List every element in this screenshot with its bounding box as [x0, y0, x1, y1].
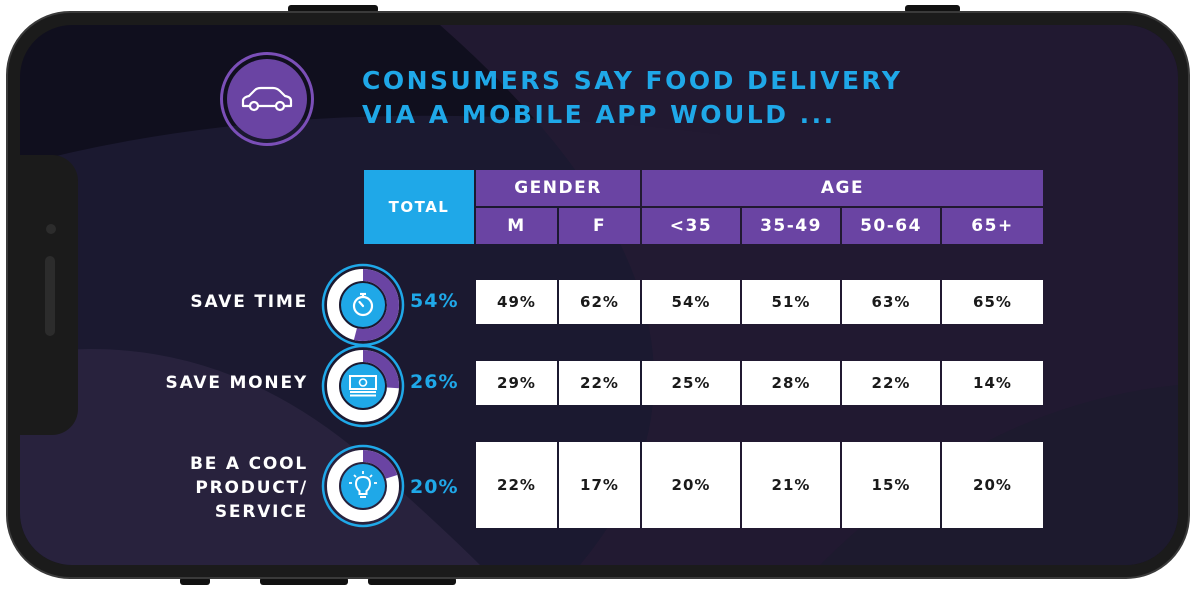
car-icon — [241, 86, 293, 112]
donut-arc-cool-product — [327, 450, 399, 522]
camera-dot — [46, 224, 56, 234]
cell-save-time-m: 49% — [476, 280, 557, 324]
column-header-35-49: 35-49 — [742, 208, 840, 244]
cell-cool-product-m: 22% — [476, 442, 557, 528]
row-label-cool-product-line-3: SERVICE — [214, 502, 308, 522]
cell-save-money-m: 29% — [476, 361, 557, 405]
phone-top-button-1 — [288, 5, 378, 13]
speaker-slot — [45, 256, 55, 336]
phone-bottom-button-1 — [180, 577, 210, 585]
cell-save-money-under-35: 25% — [642, 361, 740, 405]
total-save-money: 26% — [410, 371, 459, 393]
row-label-save-money: SAVE MONEY — [165, 373, 308, 393]
cell-cool-product-35-49: 21% — [742, 442, 840, 528]
cell-save-time-under-35: 54% — [642, 280, 740, 324]
column-header-under-35: <35 — [642, 208, 740, 244]
cell-cool-product-under-35: 20% — [642, 442, 740, 528]
column-header-m: M — [476, 208, 557, 244]
donut-arc-save-money — [327, 350, 399, 422]
donut-save-money — [321, 344, 405, 428]
phone-top-button-2 — [905, 5, 960, 13]
title-line-2: VIA A MOBILE APP WOULD ... — [362, 100, 836, 129]
row-label-save-time: SAVE TIME — [190, 292, 308, 312]
header-age: AGE — [642, 170, 1043, 206]
cell-save-time-35-49: 51% — [742, 280, 840, 324]
money-icon — [349, 375, 377, 397]
title-line-1: CONSUMERS SAY FOOD DELIVERY — [362, 66, 903, 95]
row-label-cool-product-line-2: PRODUCT/ — [195, 478, 308, 498]
cell-save-time-65-plus: 65% — [942, 280, 1043, 324]
cell-save-money-65-plus: 14% — [942, 361, 1043, 405]
cell-save-time-f: 62% — [559, 280, 640, 324]
cell-cool-product-65-plus: 20% — [942, 442, 1043, 528]
cell-save-money-f: 22% — [559, 361, 640, 405]
row-label-cool-product: BE A COOL PRODUCT/ SERVICE — [190, 452, 308, 524]
total-save-time: 54% — [410, 290, 459, 312]
total-cool-product: 20% — [410, 476, 459, 498]
cell-cool-product-f: 17% — [559, 442, 640, 528]
stopwatch-icon — [352, 292, 374, 317]
header-total: TOTAL — [364, 170, 474, 244]
donut-cool-product — [321, 444, 405, 528]
donut-arc-save-time — [327, 269, 399, 341]
lightbulb-icon — [349, 471, 377, 498]
phone-bottom-button-3 — [368, 577, 456, 585]
header-gender: GENDER — [476, 170, 640, 206]
phone-bottom-button-2 — [260, 577, 348, 585]
row-label-cool-product-line-1: BE A COOL — [190, 454, 308, 474]
donut-save-time — [321, 263, 405, 347]
cell-save-money-50-64: 22% — [842, 361, 940, 405]
cell-cool-product-50-64: 15% — [842, 442, 940, 528]
column-header-65-plus: 65+ — [942, 208, 1043, 244]
cell-save-money-35-49: 28% — [742, 361, 840, 405]
column-header-50-64: 50-64 — [842, 208, 940, 244]
column-header-f: F — [559, 208, 640, 244]
cell-save-time-50-64: 63% — [842, 280, 940, 324]
car-icon-badge — [220, 52, 314, 146]
